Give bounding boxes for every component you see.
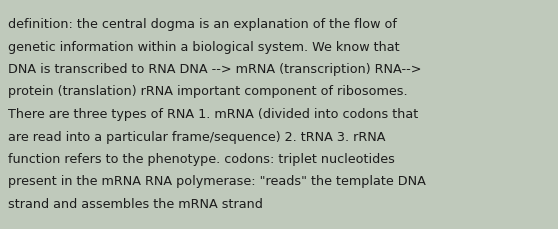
Text: There are three types of RNA 1. mRNA (divided into codons that: There are three types of RNA 1. mRNA (di… xyxy=(8,108,418,120)
Text: protein (translation) rRNA important component of ribosomes.: protein (translation) rRNA important com… xyxy=(8,85,408,98)
Text: genetic information within a biological system. We know that: genetic information within a biological … xyxy=(8,40,400,53)
Text: DNA is transcribed to RNA DNA --> mRNA (transcription) RNA-->: DNA is transcribed to RNA DNA --> mRNA (… xyxy=(8,63,421,76)
Text: are read into a particular frame/sequence) 2. tRNA 3. rRNA: are read into a particular frame/sequenc… xyxy=(8,130,386,143)
Text: function refers to the phenotype. codons: triplet nucleotides: function refers to the phenotype. codons… xyxy=(8,152,395,165)
Text: present in the mRNA RNA polymerase: "reads" the template DNA: present in the mRNA RNA polymerase: "rea… xyxy=(8,175,426,188)
Text: definition: the central dogma is an explanation of the flow of: definition: the central dogma is an expl… xyxy=(8,18,397,31)
Text: strand and assembles the mRNA strand: strand and assembles the mRNA strand xyxy=(8,197,263,210)
